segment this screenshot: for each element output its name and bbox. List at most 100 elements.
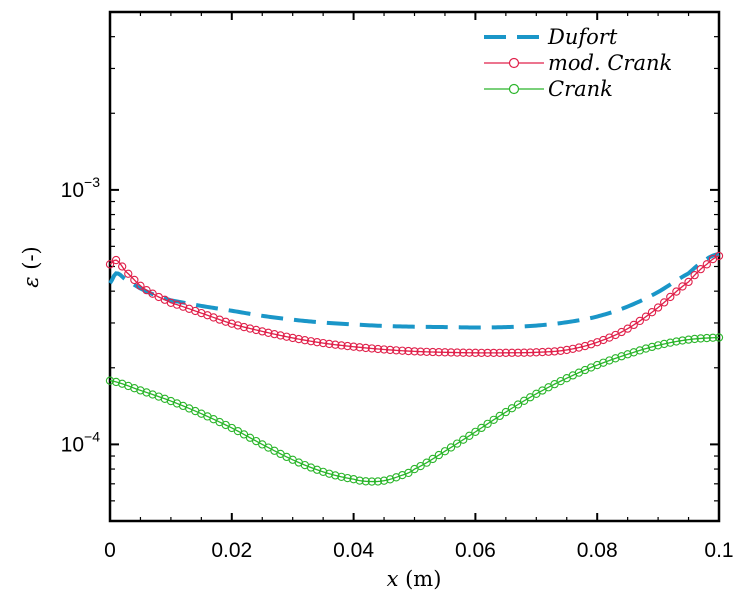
data-point-mod-crank [702,260,711,269]
data-point-crank [105,376,115,385]
data-point-mod-crank [714,251,724,261]
x-axis-unit: (m) [405,567,441,591]
data-point-mod-crank [349,342,358,351]
series-line-crank [109,336,720,483]
data-point-mod-crank [130,275,139,285]
y-tick-exponent: −4 [84,428,100,444]
data-point-mod-crank [343,341,352,351]
x-tick-label: 0.06 [455,539,496,562]
data-point-mod-crank [684,277,693,287]
data-point-mod-crank [136,281,145,290]
data-point-mod-crank [398,346,407,355]
data-point-mod-crank [239,322,249,332]
data-point-mod-crank [410,347,419,356]
data-point-mod-crank [495,348,504,357]
data-point-mod-crank [373,344,383,354]
data-point-mod-crank [483,348,492,358]
data-point-crank [666,338,675,347]
data-point-mod-crank [294,334,303,344]
data-point-mod-crank [544,347,553,356]
data-point-crank [355,476,364,485]
data-point-crank [385,475,395,484]
y-tick-exponent: −3 [84,174,100,190]
data-point-mod-crank [404,346,413,356]
data-point-crank [428,454,437,464]
data-point-crank [477,423,486,433]
data-point-mod-crank [653,303,663,312]
data-point-crank [678,336,687,345]
series-dufort [108,252,720,330]
legend-label: mod. Crank [548,51,672,75]
data-point-crank [136,386,145,395]
data-point-crank [239,430,249,439]
data-point-mod-crank [574,343,584,352]
data-point-mod-crank [264,328,273,337]
data-point-crank [513,400,523,409]
data-point-mod-crank [459,348,468,357]
data-point-crank [440,447,450,456]
data-point-mod-crank [440,348,450,357]
data-point-crank [526,393,535,402]
data-point-mod-crank [385,345,395,355]
data-point-mod-crank [276,331,285,340]
data-point-mod-crank [568,344,577,353]
data-point-crank [343,473,352,483]
data-point-mod-crank [647,308,657,317]
data-point-crank [379,476,389,485]
data-point-mod-crank [105,260,115,269]
data-point-crank [684,335,693,344]
series-crank [105,333,724,486]
data-point-crank [507,404,517,413]
data-point-crank [501,407,510,417]
data-point-mod-crank [660,298,669,307]
y-tick-label: 10−4 [61,428,101,456]
data-point-mod-crank [507,348,517,357]
data-point-mod-crank [227,319,236,328]
data-point-mod-crank [501,348,510,357]
data-point-mod-crank [678,282,687,291]
data-point-mod-crank [629,320,638,330]
x-tick-labels: 0 0.02 0.04 0.06 0.08 0.1 [104,539,733,562]
data-point-crank [465,431,474,440]
data-point-mod-crank [355,343,364,352]
y-tick-label: 10−3 [61,174,101,202]
series-layer [105,251,724,486]
data-point-mod-crank [556,346,565,355]
data-point-mod-crank [118,262,127,271]
data-point-crank [696,334,705,343]
data-point-crank [495,411,504,421]
legend-item-mod-crank: mod. Crank [484,51,672,75]
data-point-crank [483,419,492,428]
data-point-crank [318,467,328,476]
data-point-mod-crank [367,344,377,353]
data-point-mod-crank [422,347,431,356]
y-tick-base: 10 [61,179,84,202]
data-point-mod-crank [282,332,291,341]
data-point-mod-crank [258,327,267,336]
data-point-mod-crank [288,333,297,343]
x-tick-label: 0.02 [211,539,252,562]
data-point-crank [629,348,638,357]
data-point-mod-crank [513,348,523,357]
data-point-mod-crank [696,264,705,274]
data-point-mod-crank [580,341,590,351]
data-point-mod-crank [666,292,675,302]
x-axis-label: x (m) [387,567,442,591]
data-point-mod-crank [416,347,425,356]
legend-item-crank: Crank [484,77,613,101]
data-point-mod-crank [300,336,310,345]
data-point-mod-crank [477,348,486,357]
data-point-mod-crank [641,312,651,321]
data-point-mod-crank [635,316,644,326]
data-point-mod-crank [270,329,279,339]
data-point-crank [404,468,413,478]
series-line-dufort [108,252,720,330]
data-point-mod-crank [331,340,340,349]
data-point-mod-crank [526,348,535,357]
data-point-mod-crank [325,339,334,349]
data-point-crank [714,333,724,342]
data-point-mod-crank [672,287,681,296]
data-point-mod-crank [538,347,547,357]
data-point-crank [702,333,711,343]
